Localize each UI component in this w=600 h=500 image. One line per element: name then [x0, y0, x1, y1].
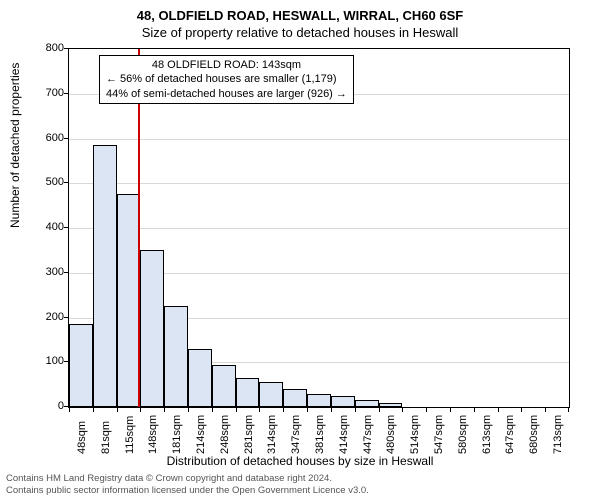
footer-line-1: Contains HM Land Registry data © Crown c…: [6, 473, 369, 485]
x-tick-mark: [164, 408, 165, 412]
y-tick-mark: [64, 272, 68, 273]
y-tick-label: 800: [38, 42, 64, 54]
y-tick-mark: [64, 48, 68, 49]
annotation-box: 48 OLDFIELD ROAD: 143sqm← 56% of detache…: [99, 55, 354, 104]
x-tick-mark: [117, 408, 118, 412]
x-tick-label: 414sqm: [338, 415, 350, 454]
x-tick-label: 115sqm: [124, 416, 136, 454]
y-tick-label: 100: [38, 355, 64, 367]
y-tick-label: 400: [38, 221, 64, 233]
x-tick-label: 580sqm: [457, 415, 469, 454]
x-tick-mark: [307, 408, 308, 412]
x-tick-label: 680sqm: [528, 415, 540, 454]
y-tick-mark: [64, 361, 68, 362]
histogram-bar: [283, 389, 307, 407]
histogram-bar: [259, 382, 283, 407]
x-tick-label: 713sqm: [552, 415, 564, 454]
histogram-bar: [117, 194, 141, 407]
histogram-bar: [331, 396, 355, 407]
histogram-bar: [93, 145, 117, 407]
y-tick-label: 200: [38, 311, 64, 323]
histogram-bar: [188, 349, 212, 407]
x-tick-mark: [236, 408, 237, 412]
x-tick-mark: [379, 408, 380, 412]
histogram-bar: [212, 365, 236, 408]
y-tick-label: 300: [38, 266, 64, 278]
gridline: [69, 228, 569, 229]
footer-line-2: Contains public sector information licen…: [6, 485, 369, 497]
y-tick-label: 700: [38, 87, 64, 99]
y-tick-label: 0: [38, 400, 64, 412]
x-tick-mark: [93, 408, 94, 412]
histogram-bar: [307, 394, 331, 407]
x-tick-label: 81sqm: [100, 421, 112, 454]
x-tick-mark: [212, 408, 213, 412]
copyright-footer: Contains HM Land Registry data © Crown c…: [6, 473, 369, 497]
x-tick-label: 214sqm: [195, 415, 207, 454]
y-tick-mark: [64, 93, 68, 94]
x-tick-label: 281sqm: [243, 415, 255, 454]
annotation-line: ← 56% of detached houses are smaller (1,…: [106, 72, 347, 86]
x-tick-label: 514sqm: [409, 415, 421, 454]
page-subtitle: Size of property relative to detached ho…: [0, 23, 600, 40]
annotation-line: 48 OLDFIELD ROAD: 143sqm: [106, 58, 347, 72]
x-tick-mark: [521, 408, 522, 412]
x-tick-mark: [474, 408, 475, 412]
x-tick-mark: [402, 408, 403, 412]
y-axis-label: Number of detached properties: [8, 63, 22, 228]
y-tick-label: 600: [38, 132, 64, 144]
y-tick-mark: [64, 406, 68, 407]
histogram-chart: 48 OLDFIELD ROAD: 143sqm← 56% of detache…: [68, 48, 570, 408]
x-tick-label: 148sqm: [147, 415, 159, 454]
histogram-bar: [355, 400, 379, 407]
histogram-bar: [236, 378, 260, 407]
y-tick-mark: [64, 227, 68, 228]
x-tick-mark: [188, 408, 189, 412]
x-tick-mark: [331, 408, 332, 412]
histogram-bar: [140, 250, 164, 407]
x-tick-mark: [545, 408, 546, 412]
x-tick-label: 613sqm: [481, 415, 493, 454]
histogram-bar: [379, 403, 403, 407]
x-tick-label: 381sqm: [314, 415, 326, 454]
y-tick-mark: [64, 182, 68, 183]
x-tick-mark: [140, 408, 141, 412]
y-tick-label: 500: [38, 176, 64, 188]
x-tick-mark: [355, 408, 356, 412]
x-tick-label: 248sqm: [219, 415, 231, 454]
x-tick-label: 447sqm: [362, 415, 374, 454]
annotation-line: 44% of semi-detached houses are larger (…: [106, 87, 347, 101]
x-tick-mark: [426, 408, 427, 412]
x-tick-mark: [498, 408, 499, 412]
x-tick-label: 647sqm: [504, 415, 516, 454]
x-tick-mark: [259, 408, 260, 412]
x-tick-mark: [568, 408, 569, 412]
gridline: [69, 183, 569, 184]
x-tick-label: 347sqm: [290, 415, 302, 454]
x-tick-label: 48sqm: [76, 421, 88, 454]
x-axis-label: Distribution of detached houses by size …: [0, 454, 600, 468]
x-tick-mark: [69, 408, 70, 412]
histogram-bar: [69, 324, 93, 407]
gridline: [69, 139, 569, 140]
page-address-title: 48, OLDFIELD ROAD, HESWALL, WIRRAL, CH60…: [0, 0, 600, 23]
x-tick-label: 314sqm: [266, 415, 278, 454]
x-tick-mark: [283, 408, 284, 412]
y-tick-mark: [64, 317, 68, 318]
histogram-bar: [164, 306, 188, 407]
y-tick-mark: [64, 138, 68, 139]
x-tick-label: 480sqm: [385, 415, 397, 454]
x-tick-label: 181sqm: [171, 415, 183, 454]
x-tick-mark: [450, 408, 451, 412]
x-tick-label: 547sqm: [433, 415, 445, 454]
